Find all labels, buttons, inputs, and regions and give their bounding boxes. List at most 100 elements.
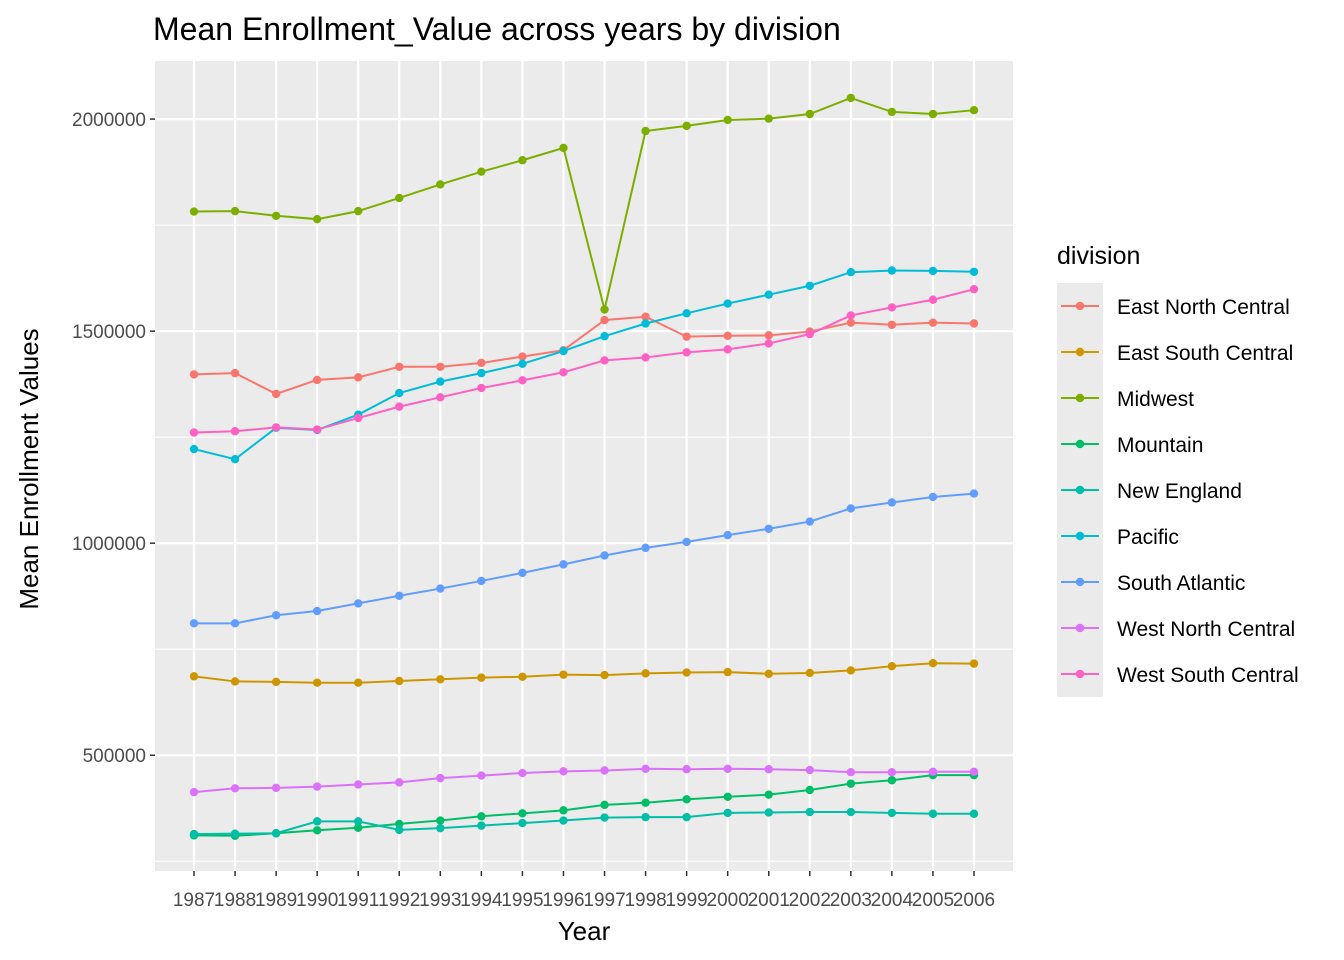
data-point bbox=[230, 455, 240, 464]
data-point bbox=[354, 413, 363, 423]
data-point bbox=[969, 267, 979, 276]
legend-key-point bbox=[1075, 531, 1085, 541]
y-tick-label: 500000 bbox=[83, 746, 146, 767]
data-point bbox=[271, 677, 281, 687]
data-point bbox=[846, 267, 856, 277]
legend-label: West South Central bbox=[1117, 664, 1299, 687]
data-point bbox=[641, 669, 650, 678]
data-point bbox=[805, 807, 814, 817]
data-point bbox=[887, 767, 897, 777]
data-point bbox=[395, 591, 404, 600]
data-point bbox=[805, 281, 814, 290]
data-point bbox=[354, 780, 363, 789]
data-point bbox=[682, 537, 691, 547]
data-point bbox=[559, 767, 568, 776]
data-point bbox=[395, 362, 404, 371]
x-tick-label: 1989 bbox=[255, 890, 297, 911]
series-midwest bbox=[189, 93, 979, 314]
data-point bbox=[354, 678, 363, 687]
data-point bbox=[312, 425, 322, 434]
legend-item: Midwest bbox=[1061, 388, 1194, 411]
data-point bbox=[518, 768, 527, 778]
data-point bbox=[928, 809, 938, 818]
data-point bbox=[230, 829, 240, 838]
x-tick-label: 1999 bbox=[665, 890, 707, 911]
plot-panel bbox=[155, 61, 1013, 871]
data-point bbox=[559, 560, 568, 569]
legend-label: Pacific bbox=[1117, 526, 1179, 549]
legend-label: East North Central bbox=[1117, 296, 1290, 319]
data-point bbox=[559, 368, 568, 377]
data-point bbox=[271, 829, 281, 838]
data-point bbox=[641, 812, 650, 822]
data-point bbox=[354, 206, 363, 216]
data-point bbox=[518, 818, 527, 828]
data-point bbox=[518, 809, 527, 818]
data-point bbox=[600, 800, 609, 810]
data-point bbox=[805, 329, 814, 339]
data-point bbox=[477, 358, 486, 368]
data-point bbox=[764, 339, 773, 348]
data-point bbox=[846, 767, 856, 777]
data-point bbox=[518, 359, 527, 368]
data-point bbox=[641, 543, 650, 553]
data-point bbox=[723, 299, 732, 308]
data-point bbox=[641, 798, 650, 807]
data-point bbox=[641, 126, 650, 136]
data-point bbox=[436, 362, 445, 371]
data-point bbox=[354, 373, 363, 382]
data-point bbox=[189, 370, 199, 379]
x-tick-label: 2003 bbox=[830, 890, 872, 911]
data-point bbox=[887, 808, 897, 818]
data-point bbox=[805, 765, 814, 775]
data-point bbox=[559, 670, 568, 679]
x-tick-label: 1997 bbox=[583, 890, 625, 911]
data-point bbox=[354, 817, 363, 826]
data-point bbox=[969, 489, 979, 498]
data-point bbox=[969, 809, 979, 818]
legend-item: New England bbox=[1061, 480, 1242, 503]
data-point bbox=[600, 551, 609, 560]
data-point bbox=[682, 348, 691, 357]
data-point bbox=[764, 331, 773, 340]
data-point bbox=[846, 807, 856, 817]
data-point bbox=[271, 389, 281, 399]
data-point bbox=[682, 121, 691, 131]
legend-label: Mountain bbox=[1117, 434, 1203, 457]
x-tick-label: 2002 bbox=[789, 890, 831, 911]
data-point bbox=[723, 808, 732, 818]
data-point bbox=[682, 332, 691, 341]
legend-label: South Atlantic bbox=[1117, 572, 1245, 595]
data-point bbox=[271, 611, 281, 620]
data-point bbox=[969, 319, 979, 328]
data-point bbox=[395, 778, 404, 787]
data-point bbox=[682, 309, 691, 318]
data-point bbox=[928, 109, 938, 119]
series-layer bbox=[189, 93, 979, 841]
data-point bbox=[805, 517, 814, 526]
data-point bbox=[600, 766, 609, 775]
data-point bbox=[928, 767, 938, 776]
data-point bbox=[477, 167, 486, 176]
legend-label: New England bbox=[1117, 480, 1242, 503]
data-point bbox=[230, 206, 240, 216]
legend-item: West South Central bbox=[1061, 664, 1299, 687]
data-point bbox=[271, 423, 281, 432]
data-point bbox=[518, 352, 527, 361]
data-point bbox=[354, 823, 363, 832]
data-point bbox=[764, 765, 773, 774]
data-point bbox=[436, 773, 445, 783]
data-point bbox=[559, 143, 568, 153]
data-point bbox=[887, 661, 897, 671]
series-line bbox=[193, 662, 975, 684]
data-point bbox=[723, 667, 732, 677]
data-point bbox=[559, 806, 568, 815]
data-point bbox=[846, 311, 856, 320]
x-tick-label: 1990 bbox=[296, 890, 338, 911]
data-point bbox=[395, 676, 404, 686]
data-point bbox=[354, 599, 363, 608]
data-point bbox=[518, 156, 527, 165]
data-point bbox=[600, 356, 609, 365]
data-point bbox=[887, 776, 897, 785]
data-point bbox=[436, 180, 445, 189]
